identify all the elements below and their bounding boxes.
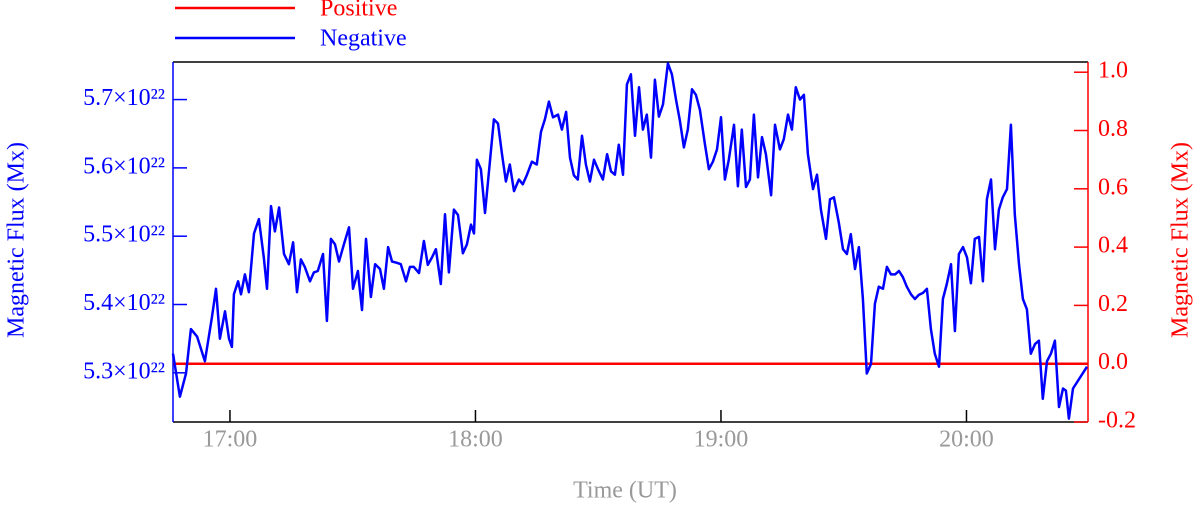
y-tick-label: 5.6×10²² — [83, 153, 165, 179]
y-tick-label: 5.3×10²² — [83, 358, 165, 384]
y2-axis-label: Magnetic Flux (Mx) — [1168, 142, 1194, 338]
y2-tick-label: 0.8 — [1098, 116, 1128, 142]
y-tick-label: 5.7×10²² — [83, 85, 165, 111]
x-tick-label: 17:00 — [203, 427, 258, 453]
legend-label: Positive — [320, 0, 397, 22]
y2-tick-label: 0.4 — [1098, 233, 1128, 259]
y-axis-label: Magnetic Flux (Mx) — [4, 142, 30, 338]
y2-tick-label: 0.2 — [1098, 291, 1128, 317]
y2-tick-label: -0.2 — [1098, 408, 1136, 434]
series-line — [171, 62, 1089, 420]
y-tick-label: 5.4×10²² — [83, 290, 165, 316]
x-axis-label: Time (UT) — [573, 478, 677, 504]
x-tick-label: 19:00 — [694, 427, 749, 453]
x-tick-label: 20:00 — [939, 427, 994, 453]
y-tick-label: 5.5×10²² — [83, 222, 165, 248]
x-tick-label: 18:00 — [448, 427, 503, 453]
y2-tick-label: 0.6 — [1098, 174, 1128, 200]
y2-tick-label: 1.0 — [1098, 58, 1128, 84]
legend-label: Negative — [320, 26, 407, 52]
y2-tick-label: 0.0 — [1098, 349, 1128, 375]
